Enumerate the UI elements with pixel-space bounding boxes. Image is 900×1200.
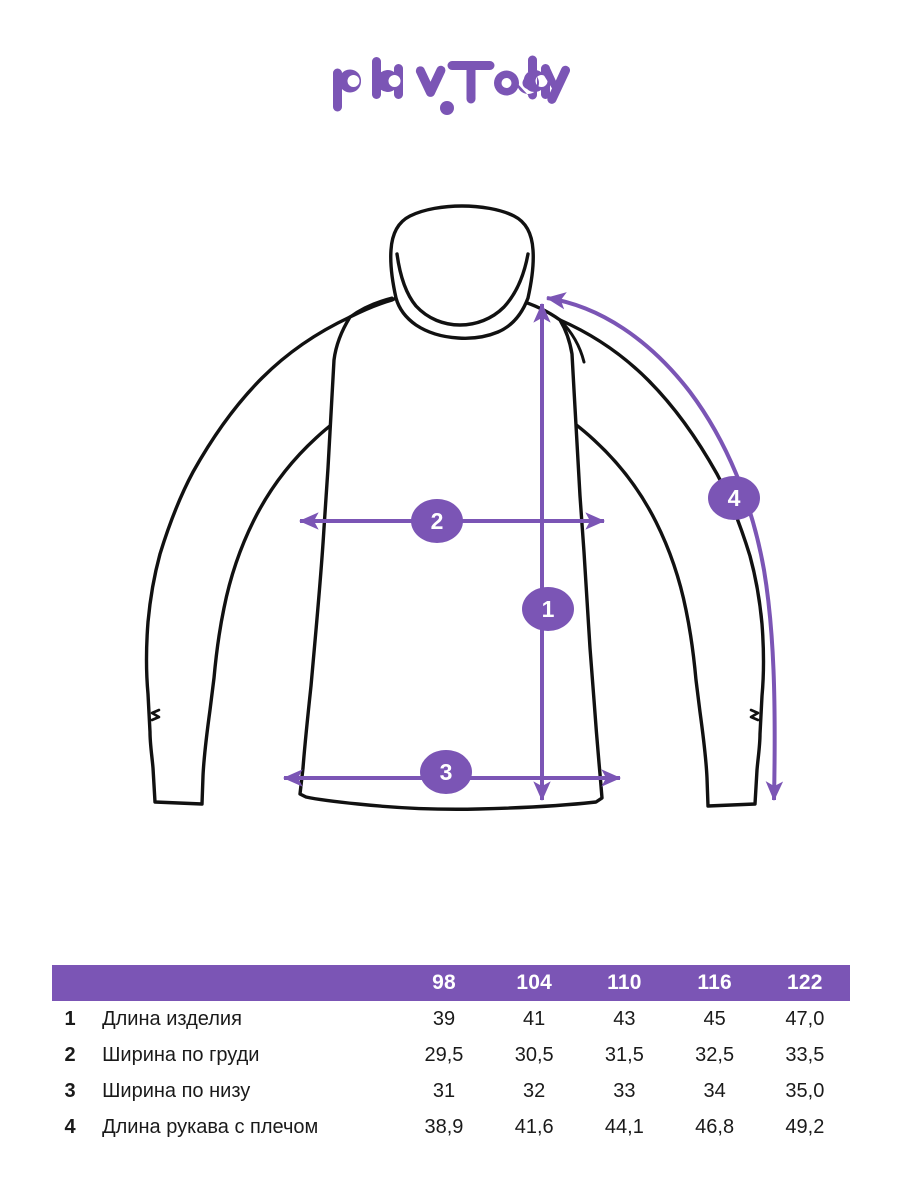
garment-illustration: 2 1 3 4 [0, 180, 900, 880]
cell-r2-size-110: 31,5 [604, 1043, 644, 1066]
header-cell-size-116: 116 [697, 971, 732, 994]
row-label: Ширина по груди [102, 1043, 260, 1066]
cell-r4-size-98: 38,9 [424, 1115, 464, 1138]
measure-badge-1: 1 [522, 587, 574, 631]
table-row: 2 Ширина по груди 29,5 30,5 31,5 32,5 33… [52, 1037, 850, 1073]
cell-r2-size-98: 29,5 [424, 1043, 464, 1066]
row-number: 3 [64, 1079, 76, 1102]
header-cell-size-110: 110 [607, 971, 642, 994]
cell-r1-size-104: 41 [523, 1007, 546, 1030]
cell-r2-size-104: 30,5 [514, 1043, 554, 1066]
header-cell-size-122: 122 [787, 971, 823, 994]
table-row: 4 Длина рукава с плечом 38,9 41,6 44,1 4… [52, 1109, 850, 1145]
row-number: 4 [64, 1115, 76, 1138]
cell-r1-size-110: 43 [613, 1007, 636, 1030]
cell-r2-size-116: 32,5 [695, 1043, 735, 1066]
cell-r4-size-122: 49,2 [785, 1115, 825, 1138]
cell-r3-size-122: 35,0 [785, 1079, 825, 1102]
cell-r4-size-104: 41,6 [514, 1115, 554, 1138]
measure-badge-1-label: 1 [542, 596, 555, 622]
playtoday-logo-icon [333, 55, 570, 115]
cell-r3-size-116: 34 [703, 1079, 726, 1102]
size-table-body: 1 Длина изделия 39 41 43 45 47,0 2 Ширин… [52, 1001, 850, 1145]
sweater-diagram-icon: 2 1 3 4 [144, 204, 784, 811]
cell-r1-size-116: 45 [703, 1007, 726, 1030]
header-cell-num [52, 965, 89, 1001]
measure-badge-3: 3 [420, 750, 472, 794]
measure-badge-4: 4 [708, 476, 760, 520]
cell-r2-size-122: 33,5 [785, 1043, 825, 1066]
header-cell-size-98: 98 [432, 971, 456, 994]
header-cell-size-104: 104 [516, 971, 552, 994]
size-table-head: 98 104 110 116 122 [52, 965, 850, 1001]
table-row: 1 Длина изделия 39 41 43 45 47,0 [52, 1001, 850, 1037]
row-label: Длина изделия [102, 1007, 242, 1030]
row-label: Длина рукава с плечом [102, 1115, 319, 1138]
brand-logo [0, 46, 900, 126]
cell-r1-size-98: 39 [432, 1007, 456, 1030]
cell-r4-size-110: 44,1 [604, 1115, 644, 1138]
cell-r3-size-98: 31 [432, 1079, 456, 1102]
measure-badge-3-label: 3 [440, 759, 453, 785]
row-number: 2 [64, 1043, 76, 1066]
cell-r3-size-110: 33 [613, 1079, 636, 1102]
table-row: 3 Ширина по низу 31 32 33 34 35,0 [52, 1073, 850, 1109]
row-label: Ширина по низу [102, 1079, 251, 1102]
cell-r1-size-122: 47,0 [785, 1007, 825, 1030]
header-cell-label [88, 965, 399, 1001]
size-table-header-row: 98 104 110 116 122 [52, 965, 850, 1001]
measure-badge-4-label: 4 [728, 485, 741, 511]
measure-badge-2: 2 [411, 499, 463, 543]
measure-badge-2-label: 2 [431, 508, 444, 534]
row-number: 1 [64, 1007, 76, 1030]
size-table-container: 98 104 110 116 122 1 Длина изделия 39 41… [52, 965, 850, 1145]
size-table: 98 104 110 116 122 1 Длина изделия 39 41… [52, 965, 850, 1145]
cell-r4-size-116: 46,8 [695, 1115, 735, 1138]
cell-r3-size-104: 32 [523, 1079, 546, 1102]
